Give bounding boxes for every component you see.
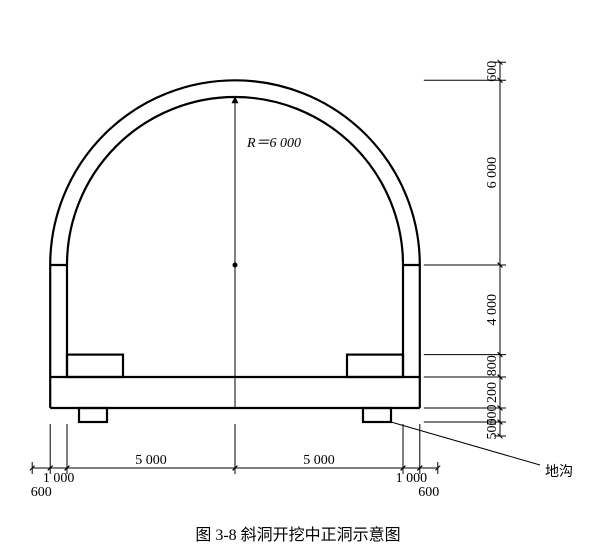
ditch-leader bbox=[391, 422, 540, 465]
figure-caption: 图 3-8 斜洞开挖中正洞示意图 bbox=[195, 525, 400, 544]
dim-label: 600 bbox=[485, 61, 500, 82]
dim-label: 800 bbox=[485, 355, 500, 376]
dim-label: 500 bbox=[485, 419, 500, 440]
right-bench bbox=[347, 355, 403, 377]
dim-label: 4 000 bbox=[485, 294, 500, 326]
ditch-label: 地沟 bbox=[545, 464, 573, 480]
left-ditch bbox=[79, 408, 107, 422]
dim-label: 600 bbox=[31, 485, 52, 500]
dim-label: 1 000 bbox=[43, 471, 75, 486]
dim-label: 6 000 bbox=[485, 157, 500, 189]
dim-label: 5 000 bbox=[303, 453, 335, 468]
dim-label: 200 bbox=[485, 382, 500, 403]
radius-label: R＝6 000 bbox=[246, 136, 301, 151]
dim-label: 5 000 bbox=[135, 453, 167, 468]
dim-label: 600 bbox=[418, 485, 439, 500]
right-ditch bbox=[363, 408, 391, 422]
dim-label: 1 000 bbox=[396, 471, 428, 486]
left-bench bbox=[67, 355, 123, 377]
